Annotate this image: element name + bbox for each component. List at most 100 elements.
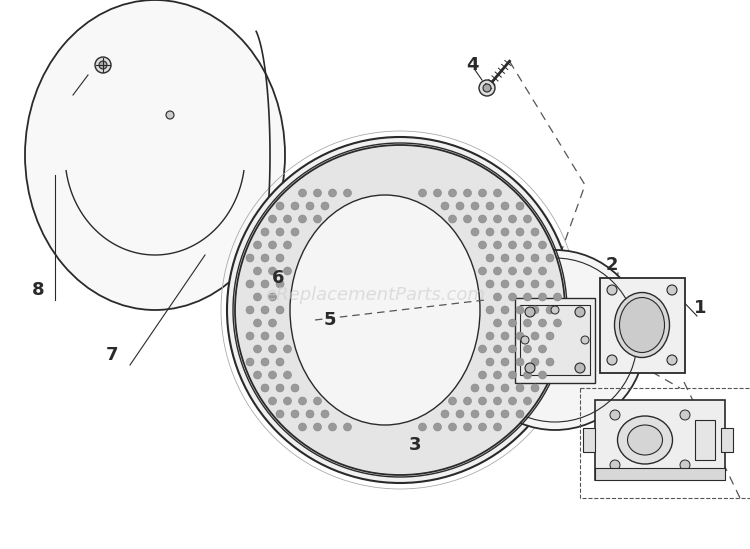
Circle shape [501,306,509,314]
Circle shape [509,371,517,379]
Circle shape [531,384,539,392]
Circle shape [235,145,565,475]
Bar [721,428,733,452]
Circle shape [554,319,562,327]
Circle shape [486,384,494,392]
Circle shape [494,215,502,223]
Circle shape [254,267,262,275]
Circle shape [254,371,262,379]
Circle shape [516,410,524,418]
Circle shape [268,215,277,223]
Circle shape [284,215,292,223]
Circle shape [538,241,547,249]
Circle shape [261,228,269,236]
Circle shape [509,345,517,353]
Circle shape [680,410,690,420]
Circle shape [448,397,457,405]
Text: 7: 7 [106,346,118,364]
Circle shape [531,228,539,236]
Circle shape [276,384,284,392]
Circle shape [261,280,269,288]
Circle shape [298,215,307,223]
Circle shape [610,460,620,470]
Circle shape [254,241,262,249]
Circle shape [433,423,442,431]
Circle shape [486,332,494,340]
Circle shape [546,306,554,314]
Circle shape [538,371,547,379]
Circle shape [538,293,547,301]
Text: 4: 4 [466,56,478,74]
Circle shape [524,345,532,353]
Circle shape [321,410,329,418]
Circle shape [509,241,517,249]
Circle shape [479,80,495,96]
Circle shape [246,358,254,366]
Circle shape [494,189,502,197]
Ellipse shape [628,425,662,455]
Circle shape [494,371,502,379]
Circle shape [486,254,494,262]
Circle shape [525,307,535,317]
Circle shape [319,291,327,299]
Circle shape [524,293,532,301]
Circle shape [494,397,502,405]
Circle shape [306,202,314,210]
Circle shape [298,397,307,405]
Circle shape [419,189,427,197]
Circle shape [521,336,529,344]
Circle shape [254,345,262,353]
Circle shape [246,306,254,314]
Circle shape [268,241,277,249]
Circle shape [464,423,472,431]
Bar [595,468,725,480]
Circle shape [509,319,517,327]
Circle shape [546,358,554,366]
Circle shape [268,397,277,405]
Circle shape [516,332,524,340]
Circle shape [276,280,284,288]
Circle shape [276,306,284,314]
Circle shape [538,319,547,327]
Circle shape [524,319,532,327]
Circle shape [486,228,494,236]
Circle shape [246,254,254,262]
Circle shape [464,397,472,405]
Circle shape [501,228,509,236]
Circle shape [478,423,487,431]
Circle shape [298,189,307,197]
Circle shape [478,397,487,405]
Circle shape [610,410,620,420]
Circle shape [464,215,472,223]
Circle shape [538,267,547,275]
Circle shape [261,384,269,392]
Bar [595,400,725,480]
Circle shape [448,189,457,197]
Circle shape [501,384,509,392]
Circle shape [546,332,554,340]
Circle shape [524,371,532,379]
Circle shape [268,319,277,327]
Circle shape [478,267,487,275]
Circle shape [471,202,479,210]
Circle shape [607,285,617,295]
Ellipse shape [617,416,673,464]
Circle shape [261,358,269,366]
Circle shape [531,332,539,340]
Circle shape [524,241,532,249]
Circle shape [667,355,677,365]
Circle shape [284,345,292,353]
Circle shape [276,332,284,340]
Circle shape [284,371,292,379]
Circle shape [284,241,292,249]
Circle shape [538,345,547,353]
Circle shape [575,307,585,317]
Circle shape [321,202,329,210]
Circle shape [465,250,645,430]
Circle shape [276,254,284,262]
Circle shape [328,423,337,431]
Circle shape [314,423,322,431]
Circle shape [501,358,509,366]
Circle shape [291,202,299,210]
Circle shape [494,267,502,275]
